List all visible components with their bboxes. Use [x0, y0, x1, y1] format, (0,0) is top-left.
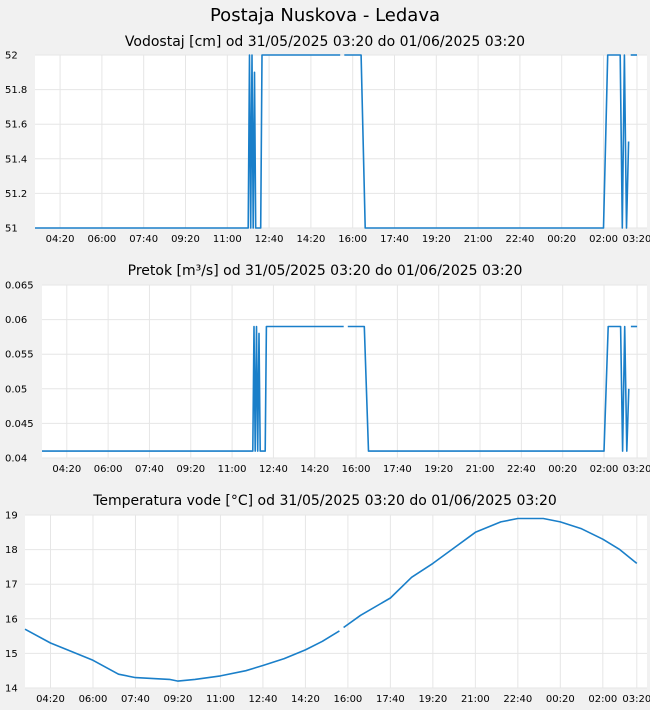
y-tick-label: 19	[5, 511, 18, 522]
x-tick-label: 06:00	[87, 234, 116, 245]
x-tick-label: 07:40	[135, 464, 164, 475]
x-tick-label: 00:20	[547, 234, 576, 245]
x-tick-label: 06:00	[94, 464, 123, 475]
x-tick-label: 04:20	[36, 694, 65, 705]
x-tick-label: 02:00	[588, 694, 617, 705]
x-tick-label: 14:20	[300, 464, 329, 475]
x-tick-label: 00:20	[546, 694, 575, 705]
x-tick-label: 09:20	[176, 464, 205, 475]
x-tick-label: 07:40	[129, 234, 158, 245]
x-tick-label: 19:20	[424, 464, 453, 475]
y-tick-label: 0.05	[5, 384, 27, 395]
x-tick-label: 12:40	[255, 234, 284, 245]
y-tick-label: 0.055	[5, 350, 34, 361]
x-tick-label: 11:00	[213, 234, 242, 245]
chart-pretok: Pretok [m³/s] od 31/05/2025 03:20 do 01/…	[5, 263, 650, 475]
series-line	[347, 325, 630, 452]
x-tick-label: 14:20	[296, 234, 325, 245]
x-tick-label: 16:00	[333, 694, 362, 705]
x-tick-label: 17:40	[376, 694, 405, 705]
page-title: Postaja Nuskova - Ledava	[210, 5, 440, 26]
y-tick-label: 15	[5, 649, 18, 660]
y-tick-label: 52	[5, 51, 18, 62]
series-line	[42, 325, 344, 452]
y-tick-label: 0.04	[5, 454, 27, 465]
x-tick-label: 02:00	[590, 464, 619, 475]
chart-temperatura: Temperatura vode [°C] od 31/05/2025 03:2…	[5, 493, 650, 705]
y-tick-label: 0.065	[5, 281, 34, 292]
x-tick-label: 16:00	[342, 464, 371, 475]
y-tick-label: 14	[5, 684, 18, 695]
plot-area	[35, 55, 647, 228]
series-line	[344, 54, 630, 229]
x-tick-label: 21:00	[461, 694, 490, 705]
x-tick-label: 03:20	[623, 464, 650, 475]
x-tick-label: 09:20	[164, 694, 193, 705]
y-tick-label: 17	[5, 580, 18, 591]
series-line	[24, 628, 340, 682]
x-tick-label: 22:40	[503, 694, 532, 705]
x-tick-label: 22:40	[506, 234, 535, 245]
y-tick-label: 0.06	[5, 315, 27, 326]
x-tick-label: 17:40	[383, 464, 412, 475]
x-tick-label: 06:00	[79, 694, 108, 705]
chart-title: Pretok [m³/s] od 31/05/2025 03:20 do 01/…	[128, 263, 523, 279]
x-tick-label: 03:20	[623, 234, 650, 245]
x-tick-label: 17:40	[380, 234, 409, 245]
x-tick-label: 04:20	[52, 464, 81, 475]
chart-title: Temperatura vode [°C] od 31/05/2025 03:2…	[92, 493, 557, 509]
x-tick-label: 11:00	[206, 694, 235, 705]
series-line	[35, 54, 341, 229]
x-tick-label: 07:40	[121, 694, 150, 705]
chart-vodostaj: Vodostaj [cm] od 31/05/2025 03:20 do 01/…	[5, 34, 650, 245]
x-tick-label: 02:00	[589, 234, 618, 245]
x-tick-label: 22:40	[507, 464, 536, 475]
x-tick-label: 12:40	[249, 694, 278, 705]
x-tick-label: 19:20	[418, 694, 447, 705]
y-tick-label: 51.2	[5, 189, 27, 200]
y-tick-label: 18	[5, 545, 18, 556]
y-tick-label: 16	[5, 614, 18, 625]
x-tick-label: 04:20	[46, 234, 75, 245]
chart-title: Vodostaj [cm] od 31/05/2025 03:20 do 01/…	[125, 34, 525, 50]
y-tick-label: 51.6	[5, 120, 27, 131]
y-tick-label: 51	[5, 224, 18, 235]
x-tick-label: 16:00	[338, 234, 367, 245]
plot-area	[42, 285, 647, 458]
x-tick-label: 03:20	[622, 694, 650, 705]
x-tick-label: 21:00	[466, 464, 495, 475]
y-tick-label: 51.8	[5, 85, 27, 96]
x-tick-label: 09:20	[171, 234, 200, 245]
x-tick-label: 19:20	[422, 234, 451, 245]
x-tick-label: 12:40	[259, 464, 288, 475]
x-tick-label: 00:20	[548, 464, 577, 475]
x-tick-label: 21:00	[464, 234, 493, 245]
y-tick-label: 0.045	[5, 419, 34, 430]
plot-area	[25, 515, 647, 688]
x-tick-label: 11:00	[218, 464, 247, 475]
y-tick-label: 51.4	[5, 154, 27, 165]
x-tick-label: 14:20	[291, 694, 320, 705]
series-line	[343, 517, 638, 629]
